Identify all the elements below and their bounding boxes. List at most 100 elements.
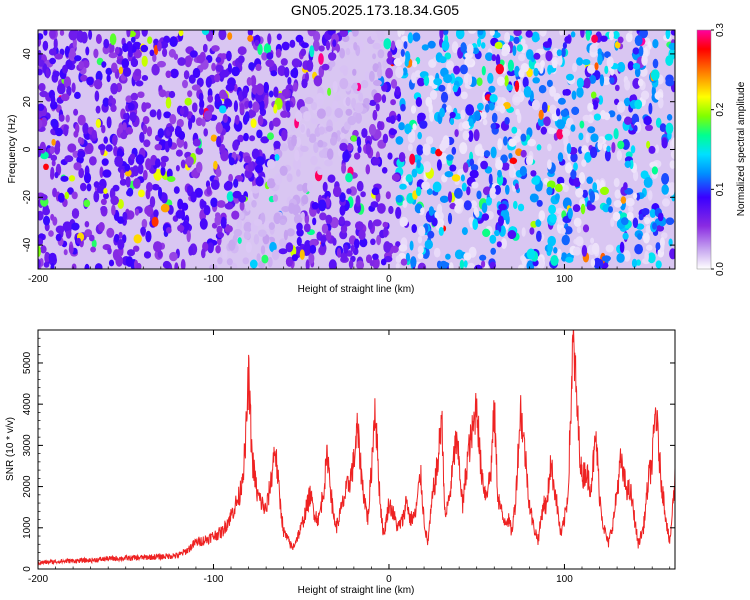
heatmap-cell bbox=[301, 194, 309, 205]
heatmap-cell bbox=[54, 53, 63, 60]
heatmap-cell bbox=[368, 220, 373, 230]
heatmap-cell bbox=[405, 252, 410, 262]
heatmap-cell bbox=[48, 230, 54, 237]
heatmap-cell bbox=[160, 203, 170, 213]
heatmap-cell bbox=[643, 232, 650, 244]
heatmap-cell bbox=[55, 127, 63, 137]
heatmap-cell bbox=[332, 81, 338, 93]
heatmap-cell bbox=[122, 211, 128, 221]
heatmap-cell bbox=[582, 59, 591, 66]
heatmap-cell bbox=[661, 184, 669, 195]
heatmap-cell bbox=[39, 90, 48, 98]
heatmap-cell bbox=[38, 146, 42, 158]
heatmap-cell bbox=[233, 100, 238, 113]
heatmap-cell bbox=[533, 52, 541, 60]
heatmap-cell bbox=[548, 128, 557, 135]
heatmap-cell bbox=[500, 154, 508, 164]
heatmap-cell bbox=[272, 117, 281, 127]
heatmap-cell bbox=[547, 143, 552, 152]
heatmap-cell bbox=[662, 198, 670, 207]
heatmap-cell bbox=[175, 149, 183, 157]
heatmap-cell bbox=[476, 190, 482, 200]
heatmap-cell bbox=[120, 169, 125, 181]
x-tick-label: -100 bbox=[203, 574, 223, 585]
heatmap-cell bbox=[211, 62, 217, 72]
heatmap-cell bbox=[579, 120, 585, 129]
heatmap-cell bbox=[228, 157, 235, 166]
heatmap-cell bbox=[345, 172, 353, 183]
heatmap-cell bbox=[151, 216, 159, 227]
heatmap-cell bbox=[401, 35, 409, 43]
heatmap-cell bbox=[111, 98, 116, 106]
heatmap-cell bbox=[623, 97, 631, 107]
heatmap-cell bbox=[366, 254, 372, 264]
heatmap-cell bbox=[381, 167, 388, 174]
heatmap-cell bbox=[588, 74, 597, 84]
heatmap-cell bbox=[562, 42, 568, 49]
heatmap-cell bbox=[648, 102, 653, 115]
heatmap-cell bbox=[513, 200, 518, 210]
heatmap-cell bbox=[490, 247, 497, 255]
heatmap-cell bbox=[309, 45, 315, 58]
heatmap-cell bbox=[84, 263, 90, 269]
heatmap-cell bbox=[429, 111, 434, 122]
heatmap-cell bbox=[326, 148, 334, 160]
heatmap-cell bbox=[268, 90, 274, 98]
heatmap-cell bbox=[580, 203, 586, 215]
heatmap-cell bbox=[604, 51, 611, 58]
heatmap-cell bbox=[398, 152, 406, 163]
heatmap-cell bbox=[137, 91, 145, 98]
heatmap-cell bbox=[112, 184, 120, 192]
heatmap-cell bbox=[249, 110, 257, 118]
heatmap-cell bbox=[395, 241, 401, 248]
heatmap-cell bbox=[377, 120, 383, 131]
heatmap-cell bbox=[237, 46, 247, 56]
colorbar-tick-label: 0.2 bbox=[715, 102, 726, 116]
heatmap-cell bbox=[355, 195, 361, 207]
heatmap-cell bbox=[375, 103, 380, 112]
heatmap-cell bbox=[237, 55, 245, 64]
heatmap-cell bbox=[77, 150, 86, 159]
heatmap-cell bbox=[463, 200, 472, 211]
heatmap-cell bbox=[480, 160, 488, 170]
heatmap-cell bbox=[597, 54, 603, 66]
heatmap-cell bbox=[613, 128, 619, 140]
heatmap-cell bbox=[660, 237, 665, 248]
heatmap-cell bbox=[255, 156, 265, 166]
heatmap-cell bbox=[252, 101, 260, 113]
heatmap-cell bbox=[286, 228, 295, 237]
heatmap-cell bbox=[505, 184, 510, 195]
heatmap-cell bbox=[371, 187, 380, 196]
heatmap-cell bbox=[231, 210, 240, 220]
heatmap-cell bbox=[564, 226, 573, 235]
heatmap-cell bbox=[567, 207, 573, 220]
heatmap-cell bbox=[636, 259, 641, 266]
heatmap-cell bbox=[353, 41, 358, 51]
heatmap-cell bbox=[55, 233, 62, 242]
heatmap-cell bbox=[439, 142, 447, 152]
heatmap-cell bbox=[649, 161, 658, 168]
heatmap-cell bbox=[625, 198, 635, 207]
heatmap-cell bbox=[560, 227, 566, 235]
heatmap-cell bbox=[498, 215, 504, 227]
heatmap-cell bbox=[652, 222, 657, 230]
heatmap-cell bbox=[555, 207, 564, 215]
heatmap-cell bbox=[174, 262, 179, 269]
heatmap-cell bbox=[547, 242, 553, 253]
heatmap-cell bbox=[480, 42, 486, 49]
heatmap-cell bbox=[49, 146, 55, 155]
heatmap-cell bbox=[176, 118, 184, 128]
heatmap-cell bbox=[604, 133, 613, 141]
heatmap-cell bbox=[582, 224, 590, 233]
heatmap-cell bbox=[293, 214, 303, 225]
heatmap-cell bbox=[103, 192, 109, 200]
heatmap-cell bbox=[489, 30, 495, 36]
heatmap-cell bbox=[446, 83, 452, 95]
heatmap-cell bbox=[103, 38, 110, 49]
heatmap-cell bbox=[286, 173, 293, 183]
heatmap-cell bbox=[68, 175, 76, 182]
y-tick-label: 0 bbox=[22, 146, 33, 152]
heatmap-cell bbox=[436, 159, 442, 171]
heatmap-cell bbox=[399, 183, 407, 190]
heatmap-cell bbox=[589, 191, 596, 203]
